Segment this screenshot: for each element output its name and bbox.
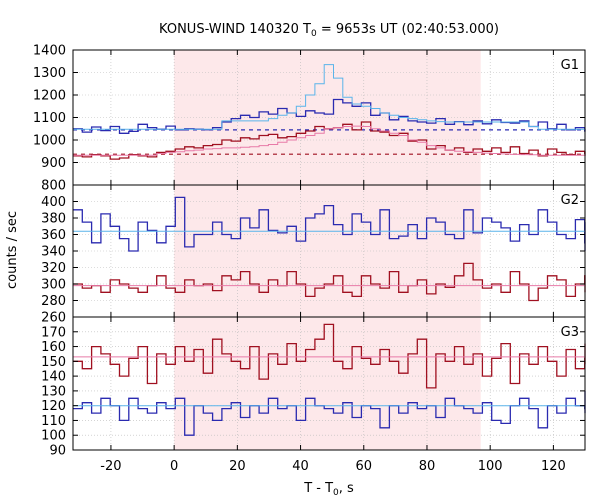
- x-tick-label: 0: [170, 459, 178, 474]
- chart-title-main: KONUS-WIND 140320 T: [159, 22, 311, 37]
- x-tick-label: 100: [478, 459, 503, 474]
- panel-label: G2: [561, 193, 579, 208]
- y-tick-label: 130: [41, 384, 66, 399]
- x-tick-label: 80: [419, 459, 436, 474]
- chart-title-rest: = 9653s UT (02:40:53.000): [317, 22, 499, 37]
- y-tick-label: 300: [41, 278, 66, 293]
- x-axis-label-sub: 0: [333, 488, 339, 498]
- x-axis-label: T - T0, s: [303, 481, 354, 498]
- panel-label: G3: [561, 325, 579, 340]
- x-tick-label: 20: [229, 459, 246, 474]
- y-tick-label: 360: [41, 228, 66, 243]
- y-tick-label: 1000: [33, 134, 66, 149]
- series-red: [73, 262, 586, 302]
- y-tick-label: 120: [41, 399, 66, 414]
- x-tick-label: -20: [100, 459, 121, 474]
- y-tick-label: 160: [41, 340, 66, 355]
- y-tick-label: 320: [41, 261, 66, 276]
- series-pink: [73, 125, 585, 156]
- y-tick-label: 1200: [33, 89, 66, 104]
- x-axis-label-rest: , s: [339, 481, 354, 496]
- chart-title-sub: 0: [311, 29, 317, 39]
- y-tick-label: 110: [41, 414, 66, 429]
- panel-frame: [72, 316, 586, 451]
- highlight-band: [174, 50, 481, 450]
- series-red: [73, 323, 586, 389]
- chart-title: KONUS-WIND 140320 T0 = 9653s UT (02:40:5…: [159, 22, 499, 39]
- panel-g1: 900 1000 1100 1200 1300 1400 800 G1: [33, 44, 586, 194]
- y-tick-label: 1300: [33, 66, 66, 81]
- y-tick-label: 170: [41, 325, 66, 340]
- x-tick-label: 60: [355, 459, 372, 474]
- series-blue: [73, 196, 586, 252]
- panel-label: G1: [561, 58, 579, 73]
- y-axis-label: counts / sec: [5, 211, 20, 289]
- y-tick-label: 380: [41, 212, 66, 227]
- y-tick-label: 340: [41, 245, 66, 260]
- y-tick-label: 260: [41, 311, 66, 326]
- x-tick-label: 120: [541, 459, 566, 474]
- y-tick-label: 1400: [33, 44, 66, 59]
- y-tick-label: 400: [41, 195, 66, 210]
- y-tick-label: 140: [41, 370, 66, 385]
- y-tick-label: 90: [49, 444, 66, 459]
- series-blue: [73, 390, 586, 436]
- plot-layer: 90010001100120013001400800G1280300320340…: [33, 44, 586, 474]
- y-tick-label: 150: [41, 355, 66, 370]
- x-axis-label-main: T - T: [303, 481, 333, 496]
- y-tick-label: 800: [41, 179, 66, 194]
- x-tick-label: 40: [292, 459, 309, 474]
- y-tick-label: 280: [41, 294, 66, 309]
- y-tick-label: 100: [41, 429, 66, 444]
- series-light_blue: [73, 64, 585, 130]
- y-tick-label: 900: [41, 156, 66, 171]
- y-tick-label: 1100: [33, 111, 66, 126]
- series-blue: [73, 98, 586, 134]
